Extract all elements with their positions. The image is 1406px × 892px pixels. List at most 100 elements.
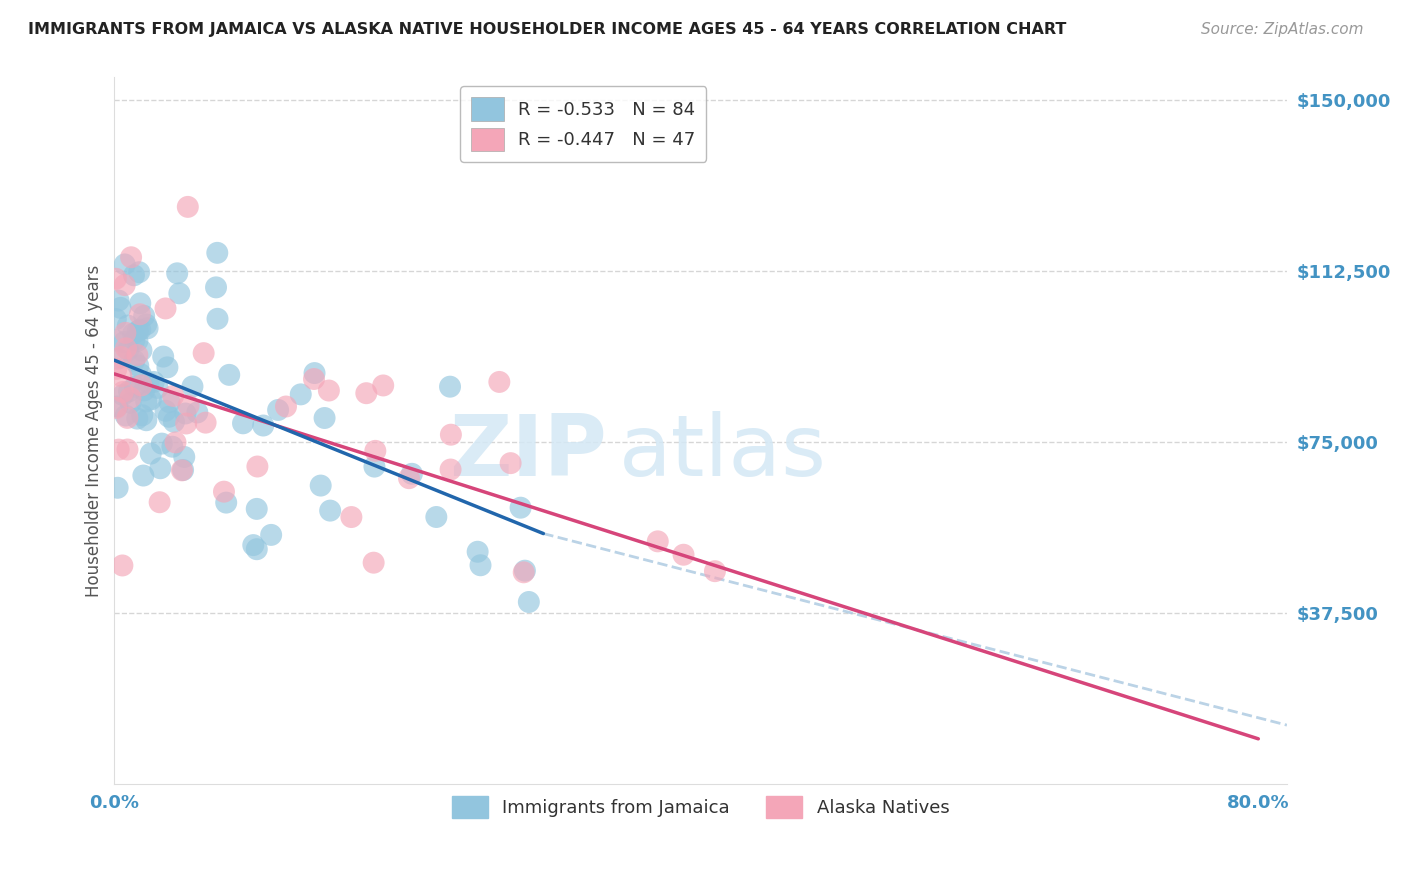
Point [110,350,132,364]
Point [104,312,127,326]
Point [111,384,134,399]
Point [364,443,387,458]
Point [207,311,229,326]
Point [318,384,340,398]
Point [115,342,138,356]
Point [159,395,181,409]
Point [124,333,146,347]
Point [122,353,145,368]
Point [156,360,179,375]
Point [440,427,463,442]
Point [205,280,228,294]
Point [267,403,290,417]
Point [186,405,208,419]
Point [177,399,200,413]
Point [509,500,531,515]
Point [363,556,385,570]
Point [124,380,146,394]
Point [114,257,136,271]
Text: ZIP: ZIP [449,410,607,493]
Point [107,481,129,495]
Point [142,375,165,389]
Point [122,268,145,283]
Y-axis label: Householder Income Ages 45 - 64 years: Householder Income Ages 45 - 64 years [86,265,103,597]
Point [252,418,274,433]
Point [246,459,269,474]
Point [136,321,159,335]
Point [246,542,269,557]
Point [149,461,172,475]
Point [319,503,342,517]
Point [135,394,157,409]
Point [104,334,127,348]
Point [157,409,180,424]
Point [170,463,193,477]
Point [439,462,461,476]
Point [107,442,129,457]
Point [120,396,142,410]
Point [132,468,155,483]
Point [129,368,152,382]
Point [314,411,336,425]
Point [470,558,492,573]
Point [215,495,238,509]
Point [398,471,420,485]
Point [704,564,727,578]
Point [174,417,197,431]
Point [114,409,136,423]
Point [165,435,187,450]
Point [302,372,325,386]
Point [146,381,169,395]
Point [131,378,153,392]
Point [246,502,269,516]
Point [135,318,157,332]
Point [107,293,129,308]
Point [425,510,447,524]
Point [131,409,153,423]
Text: Source: ZipAtlas.com: Source: ZipAtlas.com [1201,22,1364,37]
Point [340,510,363,524]
Point [107,351,129,366]
Point [112,335,135,350]
Point [127,334,149,348]
Point [134,384,156,398]
Point [155,301,177,316]
Point [128,265,150,279]
Point [110,301,132,315]
Point [647,534,669,549]
Point [120,391,142,405]
Point [363,459,385,474]
Point [155,404,177,418]
Point [174,407,197,421]
Point [309,478,332,492]
Point [439,379,461,393]
Point [104,272,127,286]
Point [162,440,184,454]
Point [152,350,174,364]
Point [513,564,536,578]
Point [127,411,149,425]
Point [134,309,156,323]
Point [512,566,534,580]
Point [207,245,229,260]
Point [356,386,378,401]
Point [150,436,173,450]
Point [122,326,145,341]
Legend: Immigrants from Jamaica, Alaska Natives: Immigrants from Jamaica, Alaska Natives [444,789,956,825]
Point [127,324,149,338]
Point [111,558,134,573]
Point [114,326,136,340]
Point [260,528,283,542]
Point [118,384,141,399]
Point [117,343,139,357]
Point [135,413,157,427]
Point [105,400,128,414]
Point [218,368,240,382]
Point [166,266,188,280]
Point [467,545,489,559]
Text: atlas: atlas [619,410,827,493]
Point [488,375,510,389]
Point [117,442,139,457]
Point [177,200,200,214]
Point [120,250,142,264]
